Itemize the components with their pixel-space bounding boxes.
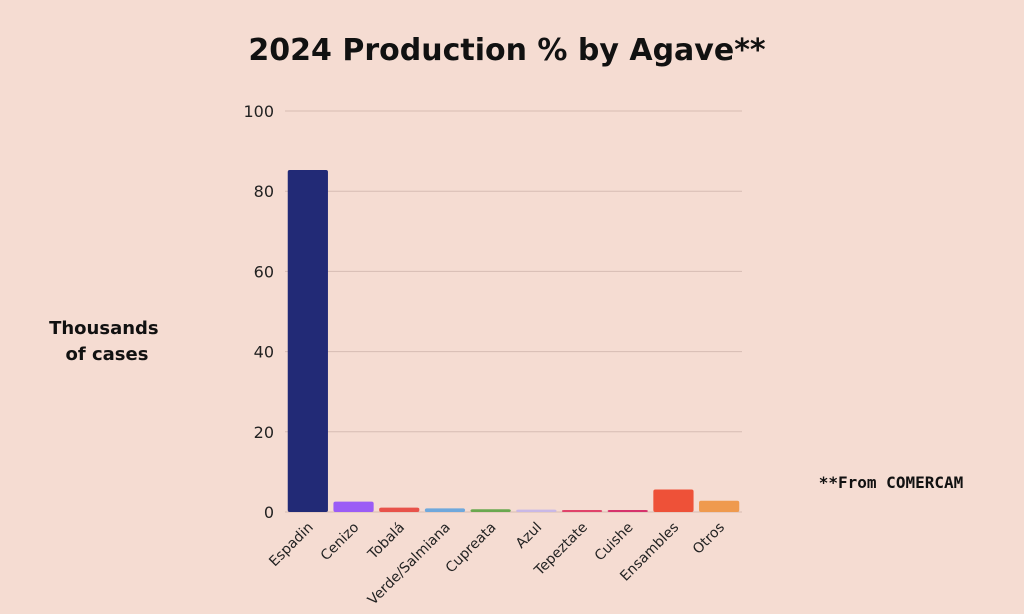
category-label: Azul <box>513 520 545 552</box>
bars <box>287 169 740 512</box>
y-tick-labels: 0 20 40 60 80 100 <box>243 102 274 522</box>
y-tick-label: 60 <box>254 262 274 281</box>
y-tick-label: 40 <box>254 343 274 362</box>
bar-cupreata <box>470 509 511 512</box>
chart-title: 2024 Production % by Agave** <box>248 33 765 68</box>
category-label: Espadin <box>266 520 316 570</box>
category-label: Tobalá <box>364 520 408 564</box>
bar-tepeztate <box>561 509 603 512</box>
y-axis-label: Thousands of cases <box>49 318 165 365</box>
bar-azul <box>516 509 557 512</box>
source-note: **From COMERCAM <box>819 473 964 492</box>
category-label: Verde/Salmiana <box>365 520 454 609</box>
y-axis-label-line-1: Thousands <box>49 318 159 339</box>
y-tick-label: 20 <box>254 423 274 442</box>
y-tick-label: 80 <box>254 182 274 201</box>
bar-cenizo <box>333 501 374 512</box>
bar-espadin <box>287 169 328 512</box>
bar-tobal- <box>379 507 420 512</box>
y-axis-label-line-2: of cases <box>66 344 149 365</box>
bar-otros <box>699 500 740 512</box>
category-label: Cuishe <box>592 520 637 565</box>
y-tick-label: 100 <box>243 102 274 121</box>
category-labels: Espadin Cenizo TobaláVerde/SalmianaCupreat… <box>266 520 728 609</box>
bar-verde-salmiana <box>424 508 466 512</box>
category-label: Cupreata <box>443 520 500 577</box>
category-label: Otros <box>690 520 728 558</box>
y-tick-label: 0 <box>264 503 274 522</box>
bar-cuishe <box>607 509 648 512</box>
gridlines <box>285 110 742 513</box>
category-label: Cenizo <box>318 520 363 565</box>
bar-ensambles <box>653 489 694 512</box>
